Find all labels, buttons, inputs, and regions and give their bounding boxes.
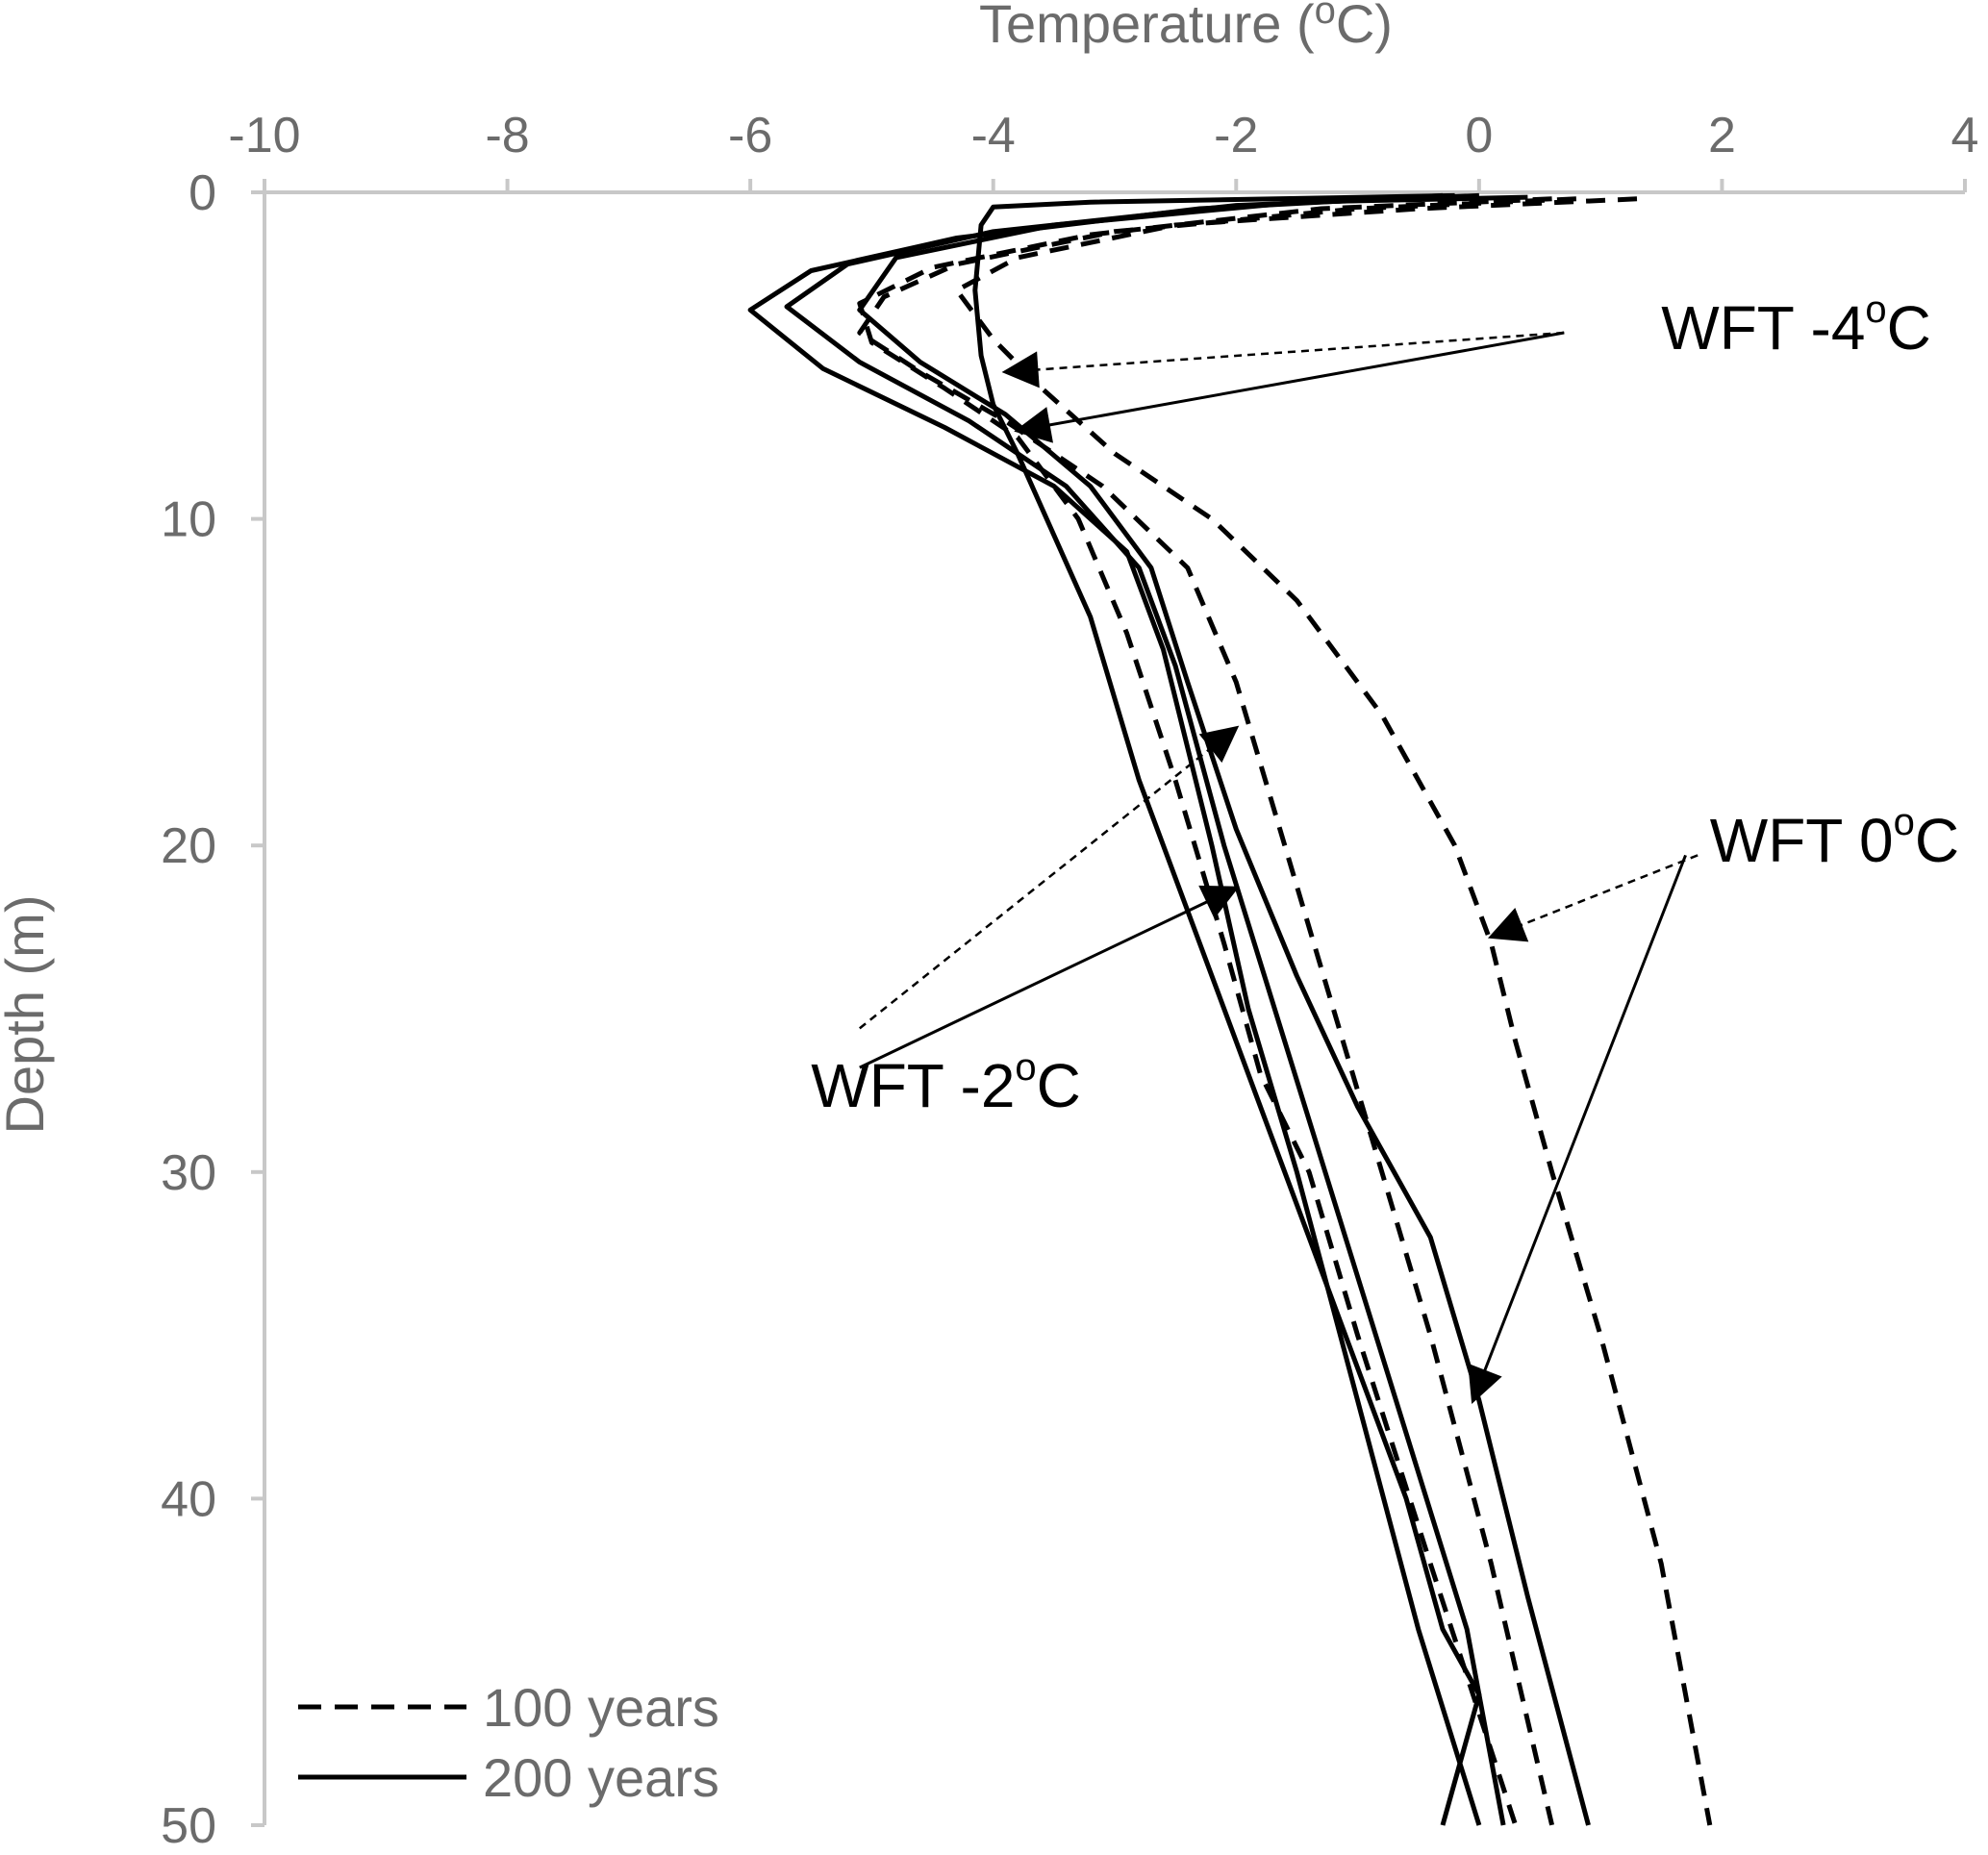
x-tick-label: -4 bbox=[971, 108, 1016, 163]
x-axis: -10 -8 -6 -4 -2 0 2 4 bbox=[228, 108, 1979, 194]
annotation-label-suffix: C bbox=[1037, 1051, 1081, 1120]
annotation-arrow-solid bbox=[1468, 854, 1687, 1405]
annotation-label-sup: o bbox=[1015, 1046, 1036, 1089]
x-axis-title-prefix: Temperature ( bbox=[979, 0, 1315, 54]
y-axis: 0 10 20 30 40 50 bbox=[161, 165, 266, 1854]
y-axis-title: Depth (m) bbox=[0, 895, 55, 1135]
y-tick-label: 20 bbox=[161, 818, 216, 874]
y-tick-label: 50 bbox=[161, 1798, 216, 1854]
x-axis-title-suffix: C) bbox=[1336, 0, 1393, 54]
annotation-label-main: WFT -4 bbox=[1661, 293, 1865, 363]
series-line-solid-4 bbox=[857, 194, 1591, 1826]
annotation-label-sup: o bbox=[1865, 288, 1886, 331]
annotation-arrow-dashed bbox=[859, 725, 1240, 1030]
series-line-solid-5 bbox=[784, 192, 1506, 1826]
plot-series bbox=[747, 192, 1713, 1826]
x-tick-label: 0 bbox=[1465, 108, 1493, 163]
annotation-label-suffix: C bbox=[1915, 806, 1959, 875]
x-tick-label: -8 bbox=[485, 108, 529, 163]
annotation-label-main: WFT 0 bbox=[1710, 806, 1894, 875]
x-tick-label: -10 bbox=[228, 108, 300, 163]
series-line-dashed-2 bbox=[857, 196, 1577, 1826]
x-tick-label: 4 bbox=[1951, 108, 1979, 163]
annotation-label: WFT -2oC bbox=[811, 1046, 1081, 1120]
annotation-label-sup: o bbox=[1894, 801, 1915, 843]
annotation-label-suffix: C bbox=[1887, 293, 1931, 363]
x-tick-label: -2 bbox=[1214, 108, 1258, 163]
legend-label-100-years: 100 years bbox=[483, 1677, 719, 1738]
legend: 100 years 200 years bbox=[298, 1677, 719, 1808]
series-line-dashed-3 bbox=[857, 196, 1552, 1826]
annotation-arrow-dashed bbox=[1001, 331, 1565, 389]
y-tick-label: 10 bbox=[161, 492, 216, 548]
annotation-arrow-solid bbox=[859, 885, 1240, 1069]
y-tick-label: 40 bbox=[161, 1471, 216, 1527]
x-tick-label: -6 bbox=[728, 108, 772, 163]
series-line-solid-6 bbox=[747, 192, 1482, 1826]
x-axis-title-sup: o bbox=[1315, 0, 1336, 32]
annotation-label-main: WFT -2 bbox=[811, 1051, 1015, 1120]
legend-label-200-years: 200 years bbox=[483, 1747, 719, 1808]
annotation-arrow-dashed bbox=[1487, 854, 1699, 942]
y-tick-label: 30 bbox=[161, 1145, 216, 1201]
annotation-label: WFT 0oC bbox=[1710, 801, 1959, 875]
y-tick-label: 0 bbox=[189, 165, 216, 221]
x-axis-title: Temperature (oC) bbox=[979, 0, 1393, 54]
series-line-dashed-1 bbox=[954, 196, 1713, 1826]
annotation-label: WFT -4oC bbox=[1661, 288, 1931, 363]
series-line-solid-7 bbox=[972, 192, 1482, 1826]
annotation-arrow-solid bbox=[1014, 331, 1565, 443]
x-tick-label: 2 bbox=[1708, 108, 1736, 163]
